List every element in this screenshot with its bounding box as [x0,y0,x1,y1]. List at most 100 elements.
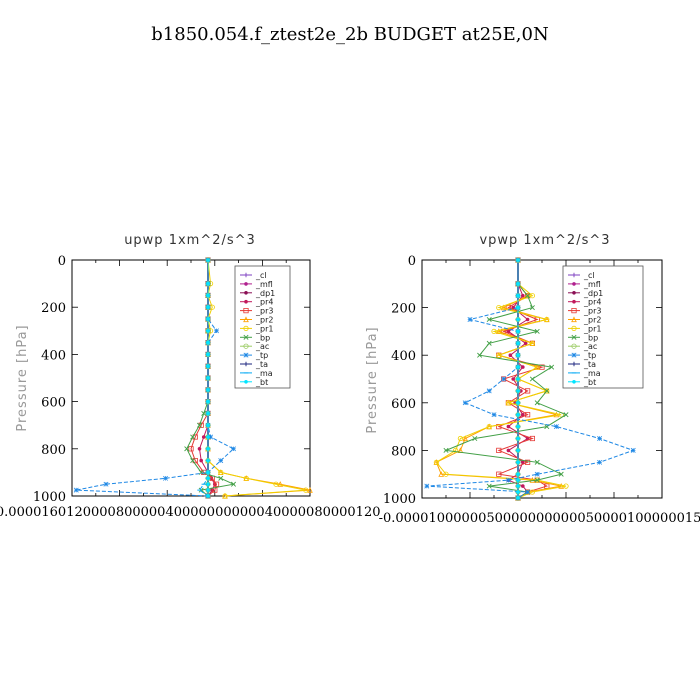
data-point [206,423,210,428]
data-point [198,469,204,475]
data-point [307,487,313,493]
legend-label: _bt [255,378,268,387]
data-point [516,341,520,346]
data-point [516,282,520,286]
data-point [500,304,507,311]
data-point [188,446,194,452]
y-tick-label: 800 [41,443,66,458]
legend-label: _ta [255,360,268,369]
legend-marker [243,352,249,358]
data-point [516,472,520,477]
data-point [213,481,220,487]
data-point [534,477,540,483]
data-point [630,447,636,453]
data-point [206,376,210,380]
panel-title: upwp 1xm^2/s^3 [124,233,256,248]
legend-label: _bp [583,333,598,342]
legend-marker [572,299,576,304]
series-line [444,260,568,499]
data-point [525,317,530,322]
data-point [506,448,511,453]
figure-title: b1850.054.f_ztest2e_2b BUDGET at25E,0N [151,24,548,45]
legend-marker [571,352,577,358]
data-point [505,477,511,483]
x-tick-labels: -0.0000100000050000000000050000100000015 [379,511,700,526]
data-point [206,305,210,310]
data-point [529,340,536,346]
data-point [525,459,531,465]
data-point [511,377,515,381]
y-tick-label: 1000 [383,492,416,507]
legend-label: _dp1 [255,289,275,298]
data-point [525,489,531,495]
data-point [433,459,439,465]
x-tick-labels: -0.0000160120000800000400000000000400000… [0,505,381,520]
legend-label: _ma [583,369,601,378]
data-point [206,352,210,357]
data-point [486,316,492,323]
legend-label: _cl [583,271,595,280]
data-point [486,340,492,346]
data-point [516,389,520,393]
legend-marker [243,325,249,331]
legend-label: _pr1 [255,324,273,333]
data-point [496,471,502,477]
legend-label: _ac [255,342,269,351]
data-point [462,435,469,442]
data-point [534,459,540,465]
data-point [218,475,224,481]
data-point [303,487,309,493]
data-point [206,476,210,481]
y-tick-label: 600 [391,397,416,412]
series-line [435,260,567,499]
data-point [549,364,555,370]
data-point [534,328,540,334]
data-point [544,316,550,323]
data-point [424,483,430,489]
y-axis-label: Pressure [hPa] [365,326,380,433]
legend-label: _pr3 [583,307,601,316]
legend-label: _bt [583,378,596,387]
data-point [231,446,236,452]
legend-marker [571,343,577,349]
data-point [516,412,520,417]
data-point [206,364,210,369]
data-point [467,317,473,322]
data-point [516,460,520,465]
data-point [206,411,210,416]
data-point [196,422,203,428]
legend-label: _pr2 [255,316,273,325]
y-tick-label: 600 [41,396,66,411]
data-point [438,471,445,477]
data-point [206,470,210,475]
data-point [277,481,284,487]
data-point [529,435,536,442]
legend-marker [243,272,249,278]
data-point [477,352,483,358]
data-point [516,258,520,262]
legend-marker [571,325,577,331]
data-point [544,388,550,394]
data-point [486,423,492,430]
panel-upwp: upwp 1xm^2/s^3 Pressure [hPa] -0.0000160… [0,233,381,520]
data-point [597,459,603,465]
legend-marker [243,334,249,340]
data-point [206,388,210,392]
legend-label: _pr1 [583,324,601,333]
legend-label: _pr2 [583,316,601,325]
legend-label: _mfl [255,280,273,289]
legend-label: _ac [583,342,597,351]
legend-marker [243,316,249,323]
data-point [496,304,502,311]
data-point [443,447,449,453]
data-point [491,328,497,334]
data-point [218,469,224,475]
data-point [529,376,535,382]
legend: _cl_mfl_dp1_pr4_pr3_pr2_pr1_bp_ac_tp_ta_… [234,265,291,389]
data-point [597,436,603,441]
data-point [516,293,520,298]
data-point [516,424,520,429]
data-point [243,475,249,481]
panel-title: vpwp 1xm^2/s^3 [479,233,610,248]
